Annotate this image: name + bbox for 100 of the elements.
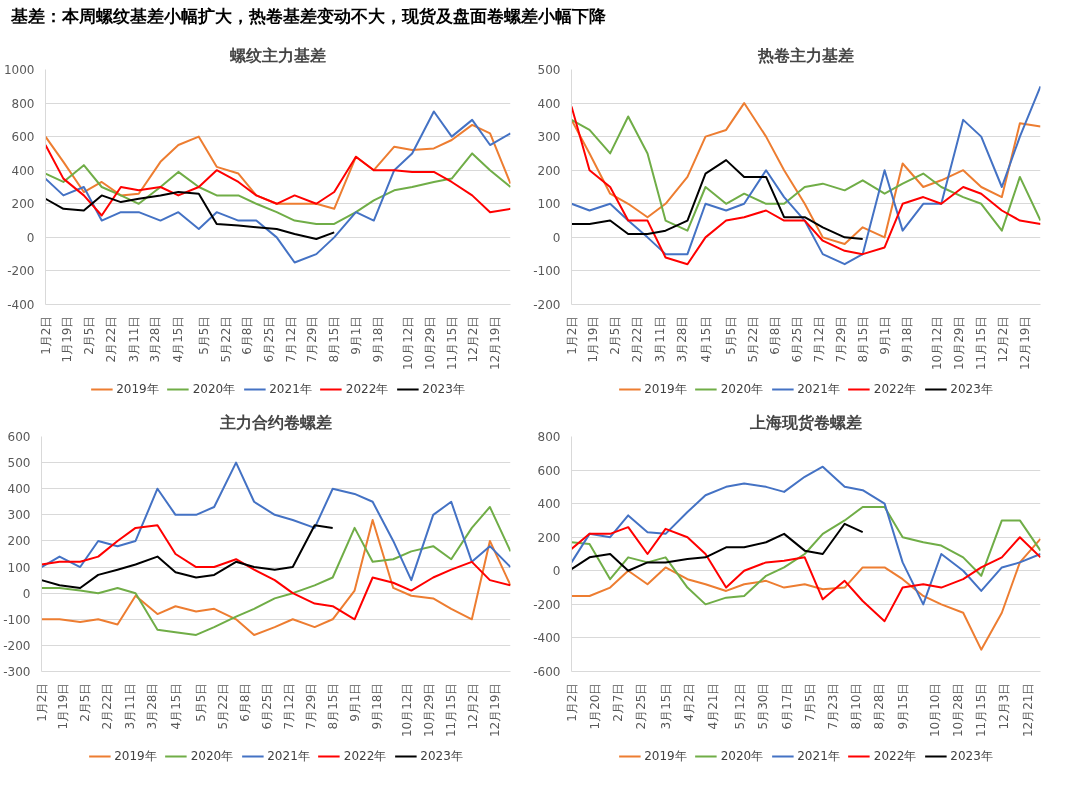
line-series [41, 461, 511, 582]
x-tick-label: 3月11日 [123, 682, 138, 730]
chart-title: 热卷主力基差 [757, 45, 854, 65]
x-tick-label: 2月7日 [610, 682, 625, 722]
y-tick-label: 600 [7, 430, 31, 444]
legend-label: 2021年 [797, 380, 840, 398]
y-tick-label: 200 [7, 534, 31, 549]
x-tick-label: 9月1日 [348, 315, 363, 355]
x-tick-label: 4月21日 [706, 682, 721, 730]
line-series [571, 522, 864, 572]
y-tick-label: 200 [11, 197, 35, 212]
x-tick-label: 4月15日 [168, 682, 183, 730]
x-tick-label: 3月28日 [145, 682, 160, 730]
x-tick-label: 10月12日 [401, 315, 416, 371]
x-tick-label: 7月29日 [305, 315, 320, 363]
x-tick-label: 12月2日 [466, 315, 481, 363]
x-tick-label: 12月21日 [1020, 682, 1035, 738]
x-tick-label: 2月22日 [103, 315, 118, 363]
x-tick-label: 2月25日 [634, 682, 649, 730]
y-tick-label: -100 [533, 264, 561, 279]
x-tick-label: 5月5日 [194, 682, 209, 722]
x-tick-label: 1月19日 [60, 315, 75, 363]
x-tick-label: 9月1日 [347, 682, 362, 722]
y-tick-label: 500 [7, 456, 31, 471]
legend-label: 2021年 [797, 747, 840, 765]
y-tick-label: 800 [537, 430, 561, 444]
x-tick-label: 6月8日 [238, 682, 253, 722]
x-tick-label: 7月5日 [802, 682, 817, 722]
legend-label: 2019年 [114, 747, 157, 765]
y-tick-label: -100 [3, 612, 31, 627]
x-tick-label: 11月15日 [974, 682, 989, 738]
x-tick-label: 1月19日 [56, 682, 71, 730]
x-tick-label: 2月22日 [630, 315, 645, 363]
line-series [571, 465, 1041, 606]
y-tick-label: 300 [537, 130, 561, 145]
legend-label: 2022年 [873, 380, 917, 398]
line-series [45, 144, 511, 217]
line-series [45, 191, 336, 241]
y-tick-label: -300 [3, 665, 31, 679]
x-tick-label: 11月15日 [444, 315, 459, 371]
x-tick-label: 6月25日 [789, 315, 804, 363]
y-tick-label: 800 [11, 96, 35, 111]
x-tick-label: 12月3日 [997, 682, 1012, 730]
x-tick-label: 6月25日 [259, 682, 274, 730]
line-series [571, 537, 1041, 651]
x-tick-label: 10月12日 [400, 682, 415, 738]
y-tick-label: -200 [3, 638, 31, 653]
x-tick-label: 7月12日 [811, 315, 826, 363]
chart-title: 主力合约卷螺差 [219, 412, 332, 432]
x-tick-label: 7月12日 [281, 682, 296, 730]
legend-label: 2022年 [343, 747, 387, 765]
x-tick-label: 7月12日 [283, 315, 298, 363]
legend-label: 2023年 [950, 747, 993, 765]
x-tick-label: 8月15日 [855, 315, 870, 363]
y-tick-label: -200 [533, 298, 561, 312]
x-tick-label: 12月2日 [996, 315, 1011, 363]
x-tick-label: 1月2日 [34, 682, 49, 722]
x-tick-label: 7月29日 [833, 315, 848, 363]
x-tick-label: 8月15日 [325, 682, 340, 730]
x-tick-label: 2月5日 [78, 682, 93, 722]
y-tick-label: -400 [533, 631, 561, 646]
x-tick-label: 9月15日 [895, 682, 910, 730]
x-tick-label: 6月17日 [779, 682, 794, 730]
x-tick-label: 6月25日 [262, 315, 277, 363]
legend-label: 2019年 [644, 747, 687, 765]
legend-label: 2023年 [422, 380, 465, 398]
legend-label: 2020年 [720, 747, 764, 765]
x-tick-label: 3月15日 [658, 682, 673, 730]
y-tick-label: 0 [552, 230, 561, 245]
x-tick-label: 12月19日 [488, 315, 503, 371]
y-tick-label: 100 [7, 560, 31, 575]
y-tick-label: 400 [7, 482, 31, 497]
x-tick-label: 7月23日 [826, 682, 841, 730]
x-tick-label: 3月28日 [148, 315, 163, 363]
y-tick-label: 1000 [3, 63, 35, 77]
legend-label: 2019年 [116, 380, 159, 398]
x-tick-label: 10月10日 [927, 682, 942, 738]
x-tick-label: 5月5日 [196, 315, 211, 355]
x-tick-label: 11月15日 [974, 315, 989, 371]
x-tick-label: 1月20日 [587, 682, 602, 730]
x-tick-label: 9月1日 [877, 315, 892, 355]
y-tick-label: 0 [26, 230, 35, 245]
legend-label: 2020年 [190, 747, 234, 765]
y-tick-label: 600 [11, 130, 35, 145]
x-tick-label: 6月8日 [768, 315, 783, 355]
x-tick-label: 5月30日 [756, 682, 771, 730]
x-tick-label: 4月15日 [698, 315, 713, 363]
line-series [571, 115, 1041, 232]
x-tick-label: 10月29日 [423, 315, 438, 371]
x-tick-label: 6月8日 [240, 315, 255, 355]
legend-label: 2023年 [420, 747, 463, 765]
x-tick-label: 5月22日 [218, 315, 233, 363]
y-tick-label: 200 [537, 530, 561, 545]
legend-label: 2020年 [720, 380, 764, 398]
chart-title: 螺纹主力基差 [229, 45, 326, 65]
legend-label: 2020年 [192, 380, 236, 398]
x-tick-label: 7月29日 [303, 682, 318, 730]
x-tick-label: 4月15日 [171, 315, 186, 363]
x-tick-label: 9月18日 [369, 682, 384, 730]
legend-label: 2021年 [267, 747, 310, 765]
